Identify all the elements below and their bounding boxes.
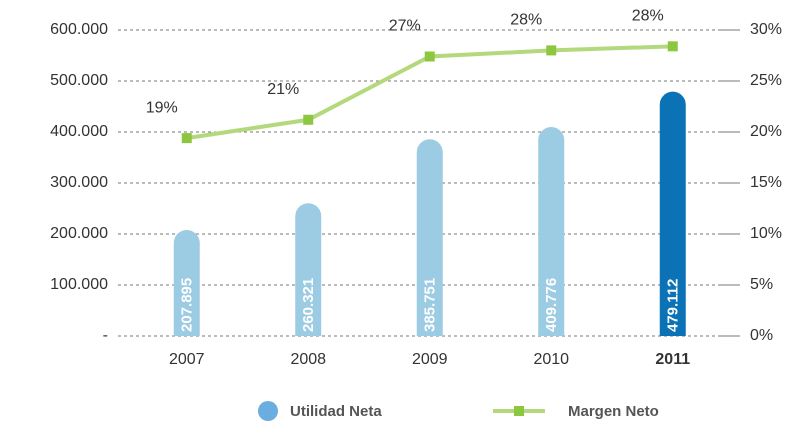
x-tick-label: 2007 — [169, 351, 205, 368]
bar — [416, 139, 443, 336]
y2-tick-label: 0% — [750, 327, 773, 344]
x-tick-label: 2009 — [412, 351, 448, 368]
bar-value-label: 260.321 — [300, 278, 317, 332]
y2-tick-label: 30% — [750, 21, 782, 38]
y-tick-label: 300.000 — [50, 174, 108, 191]
x-tick-label: 2011 — [655, 351, 690, 368]
line-marker — [667, 41, 678, 52]
line-value-label: 27% — [389, 18, 421, 35]
y-tick-label: 600.000 — [50, 21, 108, 38]
line-marker — [424, 51, 435, 62]
line-marker — [546, 45, 557, 56]
line-value-label: 28% — [632, 8, 664, 25]
bar — [538, 127, 565, 336]
bar-value-label: 479.112 — [665, 279, 682, 332]
x-tick-label: 2010 — [533, 351, 569, 368]
bar-value-label: 409.776 — [543, 278, 560, 332]
legend-label: Margen Neto — [568, 403, 659, 420]
bar-value-label: 385.751 — [422, 278, 439, 332]
y-tick-label: 200.000 — [50, 225, 108, 242]
line-value-label: 28% — [510, 12, 542, 29]
y-tick-label: 400.000 — [50, 123, 108, 140]
y2-tick-label: 25% — [750, 72, 782, 89]
y2-tick-label: 5% — [750, 276, 773, 293]
y-tick-label: 500.000 — [50, 72, 108, 89]
y2-tick-label: 10% — [750, 225, 782, 242]
legend-label: Utilidad Neta — [290, 403, 382, 420]
line-marker — [181, 133, 192, 144]
y-tick-label: - — [103, 327, 108, 344]
y2-tick-label: 15% — [750, 174, 782, 191]
legend-marker — [514, 406, 524, 416]
legend-marker — [258, 401, 278, 421]
bar-value-label: 207.895 — [179, 278, 196, 332]
x-tick-label: 2008 — [290, 351, 326, 368]
bar — [295, 203, 322, 336]
line-marker — [303, 114, 314, 125]
y2-tick-label: 20% — [750, 123, 782, 140]
bar — [173, 229, 200, 336]
y-tick-label: 100.000 — [50, 276, 108, 293]
line-value-label: 21% — [267, 81, 299, 98]
bar — [659, 91, 686, 336]
line-value-label: 19% — [146, 99, 178, 116]
